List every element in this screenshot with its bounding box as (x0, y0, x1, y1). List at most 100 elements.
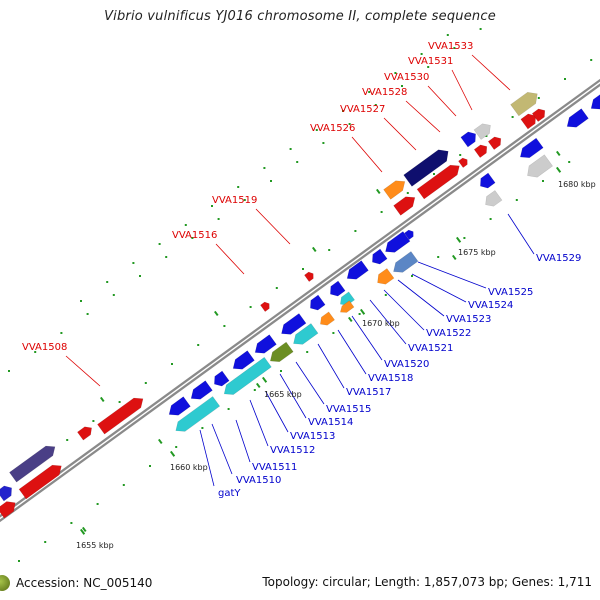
tick-dot (332, 332, 335, 334)
label-vva1516[interactable]: VVA1516 (172, 230, 217, 241)
label-vva1519[interactable]: VVA1519 (212, 195, 257, 206)
gene-vva1532[interactable] (473, 120, 494, 140)
tick-label: 1670 kbp (362, 319, 400, 328)
gene-vva1535[interactable] (564, 108, 589, 132)
gene-vva1510b[interactable] (230, 350, 255, 374)
label-vva1528[interactable]: VVA1528 (362, 87, 407, 98)
gene-vva1514[interactable] (290, 323, 319, 349)
gene-vva1514b[interactable] (327, 280, 346, 299)
leader-line (199, 429, 215, 487)
label-vva1526[interactable]: VVA1526 (310, 123, 355, 134)
gene-gatY[interactable] (172, 396, 221, 435)
gene-vva1526[interactable] (383, 177, 409, 200)
gene-vva1533b[interactable] (487, 134, 504, 150)
gene-vva1511[interactable] (221, 356, 272, 398)
gene-vva1533[interactable] (510, 88, 542, 117)
gene-vva1512b[interactable] (278, 313, 307, 339)
gene-vva1528[interactable] (416, 161, 463, 200)
gene-vva1516b[interactable] (317, 311, 335, 328)
gene-vva1515c[interactable] (369, 248, 388, 267)
leader-line (265, 391, 289, 433)
tick-dot (106, 281, 109, 283)
label-vva1522[interactable]: VVA1522 (426, 328, 471, 339)
gene-vva1509[interactable] (166, 396, 191, 420)
leader-line (279, 373, 307, 419)
accession-footer: Accession: NC_005140 (0, 575, 152, 591)
gene-small-a[interactable] (77, 424, 94, 441)
gene-vva1537[interactable] (523, 154, 553, 182)
tick-dot (368, 91, 371, 93)
gene-vva1513b[interactable] (307, 294, 326, 313)
label-vva1520[interactable]: VVA1520 (384, 359, 429, 370)
tick-dot (275, 287, 278, 289)
gene-vva1527[interactable] (403, 146, 453, 187)
tick-dot (384, 294, 387, 296)
globe-icon (0, 575, 10, 591)
label-vva1517[interactable]: VVA1517 (346, 387, 391, 398)
gene-vva1536[interactable] (588, 90, 600, 114)
label-vva1530[interactable]: VVA1530 (384, 72, 429, 83)
gene-vva1508a[interactable] (18, 461, 65, 500)
label-vva1514[interactable]: VVA1514 (308, 417, 353, 428)
major-tick (80, 528, 86, 535)
label-vva1523[interactable]: VVA1523 (446, 314, 491, 325)
label-vva1527[interactable]: VVA1527 (340, 104, 385, 115)
label-vva1525[interactable]: VVA1525 (488, 287, 533, 298)
leader-line (417, 261, 487, 289)
gene-features[interactable] (0, 88, 600, 519)
tick-dot (122, 484, 125, 486)
gene-vva1509c[interactable] (211, 370, 230, 389)
tick-dot (280, 370, 282, 372)
label-vva1521[interactable]: VVA1521 (408, 343, 453, 354)
gene-vva1507[interactable] (9, 442, 58, 483)
tick-dot (348, 123, 351, 125)
gene-vva1535b[interactable] (517, 137, 544, 162)
gene-vva1519[interactable] (304, 270, 315, 282)
gene-vva1529[interactable] (482, 190, 503, 209)
gene-vva1505[interactable] (0, 498, 19, 519)
gene-vva1515b[interactable] (344, 260, 369, 284)
gene-vva1506[interactable] (0, 483, 15, 502)
tick-dot (453, 47, 456, 49)
gene-labels[interactable]: VVA1508 VVA1516 VVA1519 VVA1526 VVA1527 VVA15… (22, 41, 581, 499)
gene-vva1524[interactable] (404, 228, 415, 240)
tick-dot (446, 34, 449, 36)
gene-vva1522[interactable] (390, 251, 419, 277)
gene-vva1513[interactable] (267, 341, 294, 366)
gene-vva1521[interactable] (374, 268, 395, 287)
tick-dot (270, 180, 272, 182)
label-vva1512[interactable]: VVA1512 (270, 445, 315, 456)
gene-vva1533a[interactable] (473, 142, 490, 158)
gene-vva1534b[interactable] (531, 106, 548, 122)
gene-vva1516[interactable] (260, 300, 271, 312)
label-vva1529[interactable]: VVA1529 (536, 253, 581, 264)
label-vva1533[interactable]: VVA1533 (428, 41, 473, 52)
label-vva1513[interactable]: VVA1513 (290, 431, 335, 442)
gene-vva1510c[interactable] (252, 334, 277, 358)
gene-vva1517b[interactable] (382, 231, 411, 257)
label-vva1508[interactable]: VVA1508 (22, 342, 67, 353)
label-vva1518[interactable]: VVA1518 (368, 373, 413, 384)
tick-mark (99, 396, 105, 403)
gene-vva1530[interactable] (458, 156, 469, 168)
tick-dot (80, 300, 82, 302)
label-gaty[interactable]: gatY (218, 488, 241, 499)
gene-vva1518b[interactable] (338, 300, 355, 316)
label-vva1531[interactable]: VVA1531 (408, 56, 453, 67)
gene-vva1509b[interactable] (188, 380, 213, 404)
leader-line (337, 329, 367, 375)
leader-line (411, 273, 467, 303)
tick-dot (537, 97, 540, 99)
label-vva1510[interactable]: VVA1510 (236, 475, 281, 486)
tick-dot (302, 268, 304, 270)
gene-vva1508[interactable] (97, 394, 146, 435)
label-vva1524[interactable]: VVA1524 (468, 300, 513, 311)
label-vva1511[interactable]: VVA1511 (252, 462, 297, 473)
gene-vva1529b[interactable] (477, 172, 496, 191)
gene-vva1531[interactable] (460, 129, 479, 148)
label-vva1515[interactable]: VVA1515 (326, 404, 371, 415)
gene-vva1526b[interactable] (393, 193, 419, 216)
gene-vva1534[interactable] (520, 111, 539, 130)
tick-dot (86, 313, 89, 315)
